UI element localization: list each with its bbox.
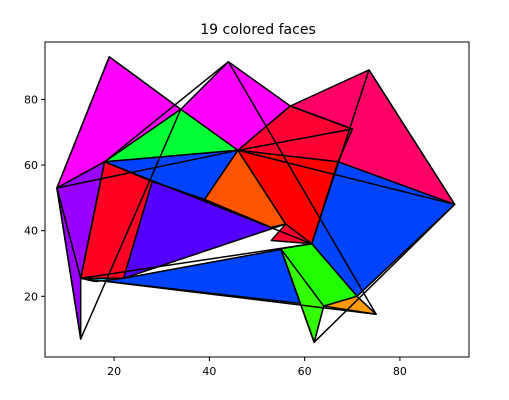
- plot-frame: [44, 41, 470, 358]
- face-13: [122, 180, 287, 280]
- y-tick-label: 80: [24, 93, 38, 106]
- edge-line-6: [104, 161, 313, 245]
- y-tick-label: 40: [24, 225, 38, 238]
- y-tick-label: 60: [24, 159, 38, 172]
- x-axis: 20 40 60 80: [107, 357, 407, 378]
- face-18: [322, 295, 377, 316]
- edge-line-7: [237, 105, 354, 152]
- edge-line-1: [56, 56, 182, 340]
- edge-line-3: [280, 69, 456, 343]
- y-axis: 20 40 60 80: [24, 93, 45, 303]
- x-tick-label: 80: [393, 365, 407, 378]
- edge-outline-layer: [56, 56, 456, 343]
- y-tick-label: 20: [24, 290, 38, 303]
- x-tick-label: 60: [298, 365, 312, 378]
- face-14: [270, 223, 313, 245]
- x-tick-label: 40: [202, 365, 216, 378]
- x-tick-label: 20: [107, 365, 121, 378]
- chart-title: 19 colored faces: [200, 22, 316, 38]
